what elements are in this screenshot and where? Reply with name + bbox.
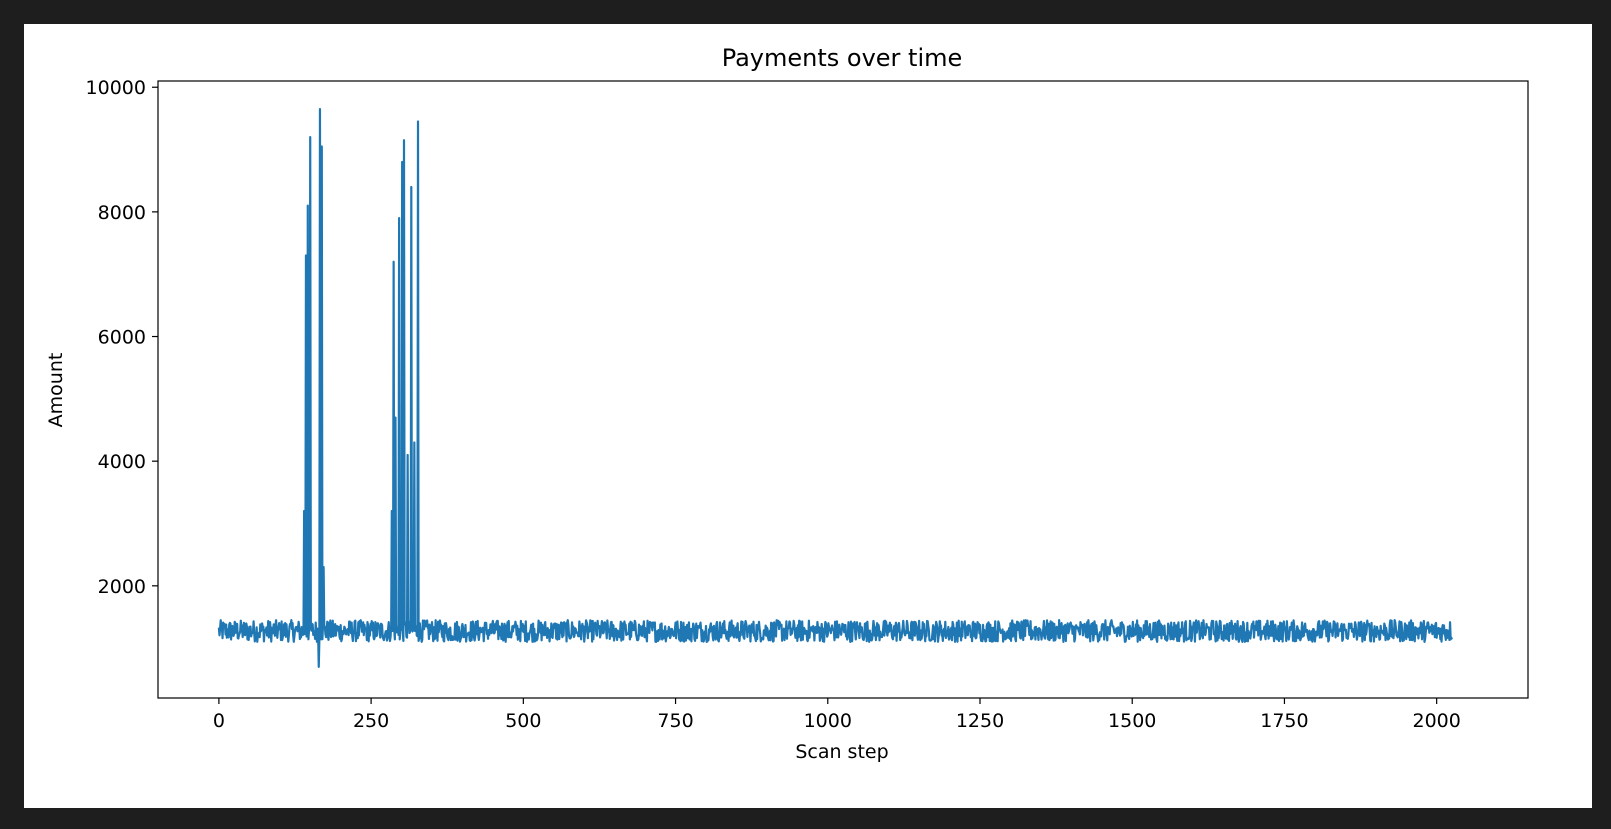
x-tick-label: 500: [505, 710, 541, 732]
y-axis-label: Amount: [45, 353, 67, 428]
series-line-layer: [217, 107, 1453, 668]
plot-area-frame: [157, 80, 1529, 699]
x-tick-label: 1000: [804, 710, 852, 732]
x-tick-label: 750: [657, 710, 693, 732]
y-tick-label: 6000: [98, 327, 146, 349]
x-tick-label: 1500: [1108, 710, 1156, 732]
x-tick-label: 2000: [1412, 710, 1460, 732]
x-tick-label: 250: [353, 710, 389, 732]
y-tick-label: 10000: [86, 77, 146, 99]
x-axis-label: Scan step: [795, 741, 888, 763]
chart-svg: Payments over time 0 250 500 750 1000 1250 150…: [45, 44, 1529, 763]
y-tick-label: 4000: [98, 451, 146, 473]
x-tick-label: 1250: [956, 710, 1004, 732]
y-axis-ticks: 2000 4000 6000 8000 10000: [86, 77, 158, 598]
chart-figure: Payments over time 0 250 500 750 1000 1250 150…: [24, 24, 1592, 808]
x-tick-label: 1750: [1260, 710, 1308, 732]
x-axis-ticks: 0 250 500 750 1000 1250 1500 1750 2000: [213, 698, 1461, 732]
series-line: [217, 107, 1453, 668]
y-tick-label: 8000: [98, 202, 146, 224]
chart-title: Payments over time: [722, 44, 963, 72]
y-tick-label: 2000: [98, 576, 146, 598]
x-tick-label: 0: [213, 710, 225, 732]
